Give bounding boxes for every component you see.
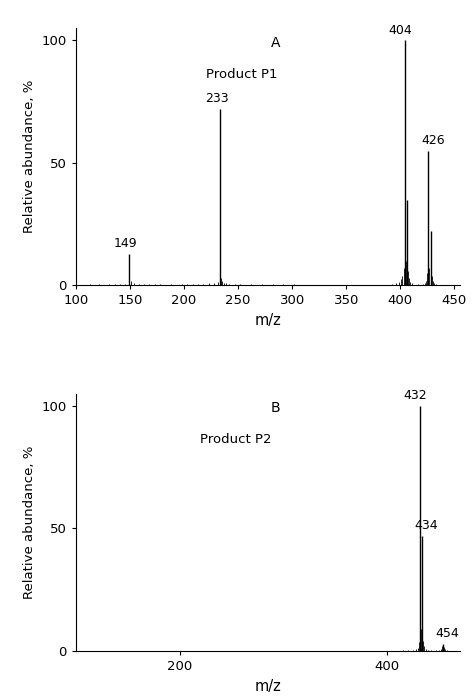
Y-axis label: Relative abundance, %: Relative abundance, % [23, 80, 36, 233]
X-axis label: m/z: m/z [255, 678, 281, 694]
Text: 434: 434 [415, 519, 438, 532]
Text: 426: 426 [421, 134, 445, 147]
X-axis label: m/z: m/z [255, 313, 281, 328]
Text: 149: 149 [114, 237, 137, 250]
Text: 432: 432 [403, 389, 427, 402]
Text: Product P2: Product P2 [201, 433, 272, 447]
Y-axis label: Relative abundance, %: Relative abundance, % [23, 446, 36, 599]
Text: 404: 404 [388, 24, 412, 36]
Text: 454: 454 [436, 627, 459, 640]
Text: 233: 233 [205, 92, 228, 105]
Text: B: B [271, 401, 280, 415]
Text: Product P1: Product P1 [206, 68, 277, 80]
Text: A: A [271, 36, 280, 50]
